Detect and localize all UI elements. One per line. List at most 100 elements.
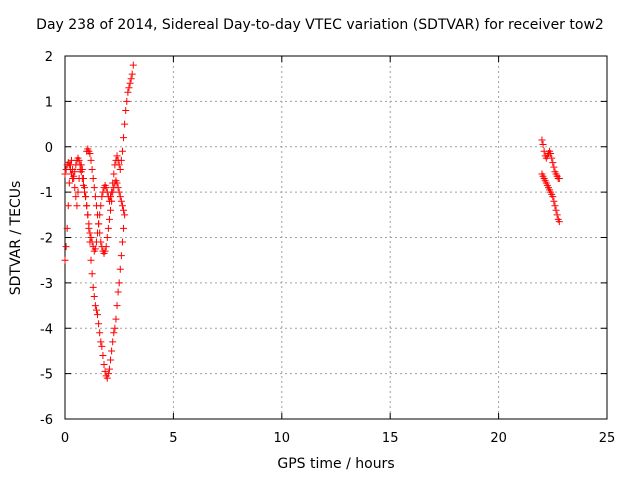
data-point (120, 206, 128, 214)
data-point (123, 97, 131, 105)
data-point (85, 224, 93, 232)
data-point (78, 175, 86, 183)
data-point (551, 202, 559, 210)
data-point (98, 342, 106, 350)
data-point (87, 156, 95, 164)
data-point (107, 206, 115, 214)
data-point (91, 302, 99, 310)
data-point (65, 161, 73, 169)
data-point (90, 184, 98, 192)
data-point (91, 245, 99, 253)
data-point (125, 84, 133, 92)
data-point (116, 165, 124, 173)
data-point (552, 206, 560, 214)
data-point (95, 220, 103, 228)
data-point (113, 179, 121, 187)
data-point (549, 159, 557, 167)
data-point (96, 329, 104, 337)
x-axis-label: GPS time / hours (277, 456, 395, 472)
data-point (90, 292, 98, 300)
y-axis-label: SDTVAR / TECUs (8, 180, 24, 296)
data-point (118, 202, 126, 210)
data-point (94, 211, 102, 219)
data-point (102, 243, 110, 251)
data-point (120, 134, 128, 142)
data-point (114, 288, 122, 296)
data-point (81, 188, 89, 196)
data-point (89, 283, 97, 291)
data-point (102, 184, 110, 192)
data-point (103, 234, 111, 241)
data-point (104, 224, 112, 232)
data-point (96, 229, 104, 237)
data-point (553, 211, 561, 219)
data-point (116, 193, 124, 201)
data-point (88, 165, 96, 173)
data-point (128, 70, 136, 78)
y-tick-label: -2 (40, 232, 53, 247)
x-tick-label: 20 (490, 431, 507, 446)
data-point (112, 315, 120, 323)
x-tick-label: 15 (382, 431, 399, 446)
y-tick-label: -3 (40, 277, 53, 292)
data-point (74, 188, 82, 196)
data-point (115, 279, 123, 287)
data-point (111, 324, 119, 332)
data-point (89, 175, 97, 183)
data-point (71, 184, 79, 192)
data-point (92, 306, 100, 314)
data-point (550, 163, 558, 171)
data-point (95, 320, 103, 328)
data-point (548, 154, 556, 162)
data-point (61, 170, 69, 178)
data-point (103, 374, 111, 382)
data-point (115, 188, 123, 196)
data-point (64, 202, 72, 210)
data-point (79, 181, 87, 189)
data-point (62, 243, 70, 251)
data-point (84, 211, 92, 219)
data-point (120, 224, 128, 232)
data-point (122, 106, 130, 114)
data-point (113, 302, 121, 310)
data-point (110, 170, 118, 178)
data-point (97, 238, 105, 246)
data-point (87, 234, 95, 241)
data-point (115, 161, 123, 169)
data-point (73, 202, 81, 210)
data-point (83, 202, 91, 210)
data-point (109, 188, 117, 196)
data-point (107, 193, 115, 201)
data-point (108, 197, 116, 205)
y-tick-label: 0 (45, 141, 53, 156)
data-point (87, 256, 95, 264)
data-point (76, 161, 84, 169)
data-point (86, 229, 94, 237)
data-point (129, 61, 137, 69)
data-point (71, 168, 79, 176)
data-point (113, 152, 121, 160)
data-point (109, 338, 117, 346)
data-point (86, 238, 94, 246)
data-point (555, 218, 563, 226)
data-point (126, 79, 134, 87)
data-point (555, 175, 563, 183)
y-tick-label: -4 (40, 322, 53, 337)
data-point (77, 168, 85, 176)
data-point (99, 351, 107, 359)
data-point (97, 338, 105, 346)
data-point (61, 256, 69, 264)
data-point (547, 150, 555, 158)
data-point (104, 370, 112, 378)
data-point (70, 172, 78, 180)
data-point (101, 247, 109, 255)
data-point (66, 165, 74, 173)
data-point (550, 197, 558, 205)
data-point (124, 88, 132, 96)
data-point (72, 193, 80, 201)
data-point (116, 265, 124, 273)
chart-title: Day 238 of 2014, Sidereal Day-to-day VTE… (36, 17, 604, 33)
data-point (63, 224, 71, 232)
